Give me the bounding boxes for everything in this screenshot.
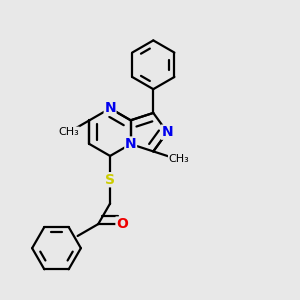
Text: S: S xyxy=(105,173,115,187)
Text: N: N xyxy=(125,137,136,151)
Text: N: N xyxy=(161,125,173,139)
Text: CH₃: CH₃ xyxy=(58,127,79,137)
Text: O: O xyxy=(116,217,128,231)
Text: CH₃: CH₃ xyxy=(169,154,189,164)
Text: N: N xyxy=(104,101,116,116)
